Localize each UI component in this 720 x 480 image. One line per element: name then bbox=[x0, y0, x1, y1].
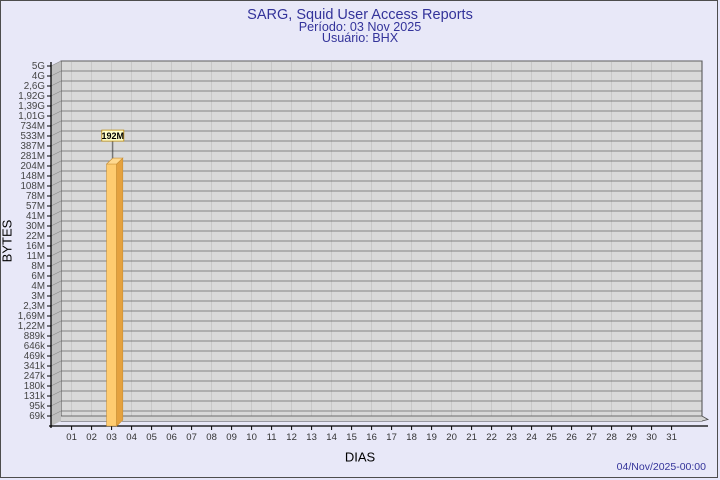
svg-text:24: 24 bbox=[526, 432, 537, 443]
svg-text:28: 28 bbox=[606, 432, 617, 443]
svg-text:23: 23 bbox=[506, 432, 517, 443]
svg-text:02: 02 bbox=[86, 432, 97, 443]
svg-text:21: 21 bbox=[466, 432, 477, 443]
svg-text:192M: 192M bbox=[102, 131, 125, 141]
svg-text:69k: 69k bbox=[29, 411, 45, 422]
svg-text:18: 18 bbox=[406, 432, 417, 443]
svg-text:17: 17 bbox=[386, 432, 397, 443]
svg-text:22: 22 bbox=[486, 432, 497, 443]
svg-text:05: 05 bbox=[146, 432, 157, 443]
svg-text:16: 16 bbox=[366, 432, 377, 443]
svg-text:25: 25 bbox=[546, 432, 557, 443]
svg-text:11: 11 bbox=[267, 432, 277, 443]
svg-text:12: 12 bbox=[286, 432, 297, 443]
svg-text:20: 20 bbox=[446, 432, 457, 443]
svg-text:08: 08 bbox=[206, 432, 217, 443]
svg-text:26: 26 bbox=[566, 432, 577, 443]
svg-text:13: 13 bbox=[306, 432, 317, 443]
svg-text:27: 27 bbox=[586, 432, 597, 443]
svg-text:04: 04 bbox=[126, 432, 137, 443]
svg-text:29: 29 bbox=[626, 432, 637, 443]
svg-text:09: 09 bbox=[226, 432, 237, 443]
svg-text:06: 06 bbox=[166, 432, 177, 443]
svg-text:01: 01 bbox=[66, 432, 77, 443]
svg-text:14: 14 bbox=[326, 432, 337, 443]
svg-text:15: 15 bbox=[346, 432, 357, 443]
svg-text:07: 07 bbox=[186, 432, 197, 443]
svg-text:03: 03 bbox=[106, 432, 117, 443]
svg-text:31: 31 bbox=[666, 432, 677, 443]
svg-text:10: 10 bbox=[246, 432, 257, 443]
svg-text:30: 30 bbox=[646, 432, 657, 443]
svg-text:19: 19 bbox=[426, 432, 437, 443]
